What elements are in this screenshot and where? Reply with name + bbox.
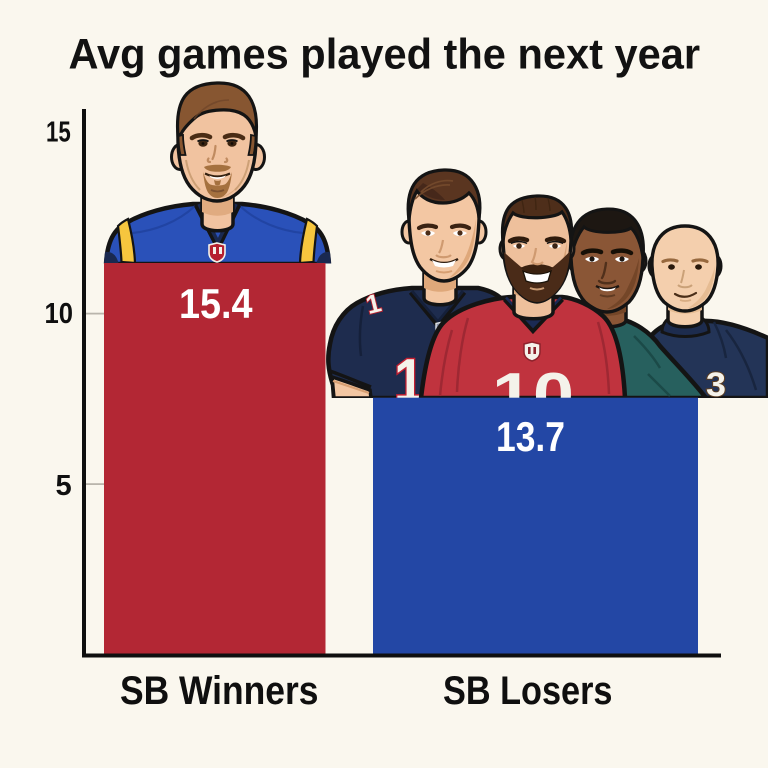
- svg-text:SB Winners: SB Winners: [120, 669, 319, 713]
- svg-text:SB Losers: SB Losers: [443, 669, 613, 713]
- svg-text:3: 3: [706, 366, 726, 404]
- svg-text:15: 15: [46, 117, 71, 149]
- svg-text:Avg games played the next year: Avg games played the next year: [69, 31, 701, 79]
- svg-text:5: 5: [56, 470, 72, 502]
- svg-text:10: 10: [45, 298, 74, 330]
- svg-text:15.4: 15.4: [179, 280, 253, 327]
- svg-text:10: 10: [492, 361, 574, 430]
- svg-text:13.7: 13.7: [496, 413, 565, 460]
